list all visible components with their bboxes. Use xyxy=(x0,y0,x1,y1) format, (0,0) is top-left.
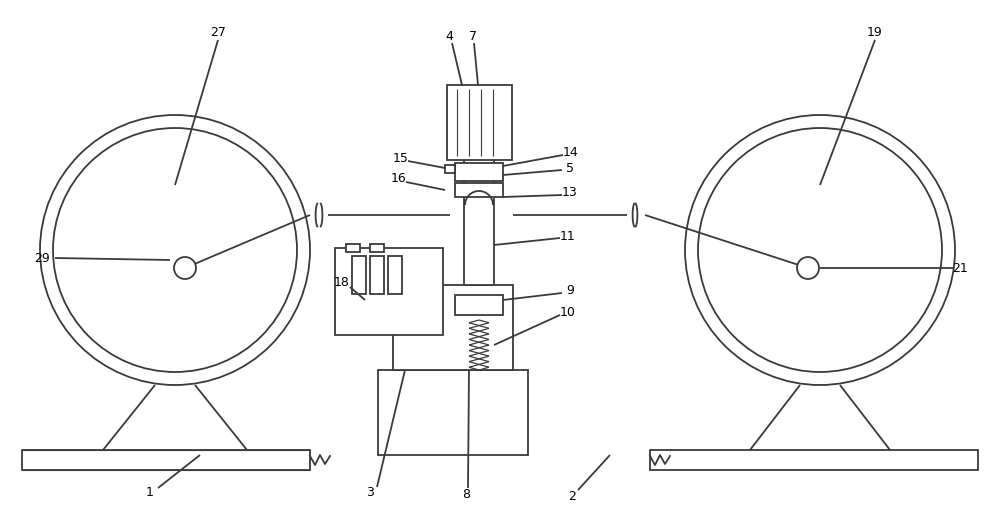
Text: 18: 18 xyxy=(334,277,350,289)
Bar xyxy=(464,155,494,285)
Text: 19: 19 xyxy=(867,27,883,40)
Text: 15: 15 xyxy=(393,152,409,164)
Bar xyxy=(346,244,360,252)
Text: 7: 7 xyxy=(469,30,477,44)
Text: 2: 2 xyxy=(568,489,576,503)
Text: 21: 21 xyxy=(952,262,968,274)
Bar xyxy=(393,285,513,370)
Circle shape xyxy=(685,115,955,385)
Circle shape xyxy=(40,115,310,385)
Text: 8: 8 xyxy=(462,487,470,501)
Text: 5: 5 xyxy=(566,161,574,174)
Text: 1: 1 xyxy=(146,486,154,500)
Text: 27: 27 xyxy=(210,27,226,40)
Bar xyxy=(455,295,503,315)
Bar xyxy=(455,163,503,181)
Circle shape xyxy=(53,128,297,372)
Text: 13: 13 xyxy=(562,187,578,199)
Circle shape xyxy=(698,128,942,372)
Text: 10: 10 xyxy=(560,306,576,320)
Bar xyxy=(378,370,528,455)
Bar xyxy=(388,256,402,294)
Text: 14: 14 xyxy=(563,145,579,158)
Text: 16: 16 xyxy=(391,173,407,186)
Text: 11: 11 xyxy=(560,229,576,243)
Bar xyxy=(335,248,443,335)
Bar xyxy=(650,450,978,470)
Text: 3: 3 xyxy=(366,486,374,500)
Bar xyxy=(370,244,384,252)
Bar xyxy=(455,183,503,197)
Text: 4: 4 xyxy=(445,30,453,44)
Circle shape xyxy=(174,257,196,279)
Bar xyxy=(445,165,455,173)
Text: 29: 29 xyxy=(34,251,50,265)
Circle shape xyxy=(797,257,819,279)
Bar xyxy=(352,256,366,294)
Bar xyxy=(22,450,310,470)
Bar xyxy=(447,85,512,160)
Bar xyxy=(370,256,384,294)
Text: 9: 9 xyxy=(566,285,574,298)
